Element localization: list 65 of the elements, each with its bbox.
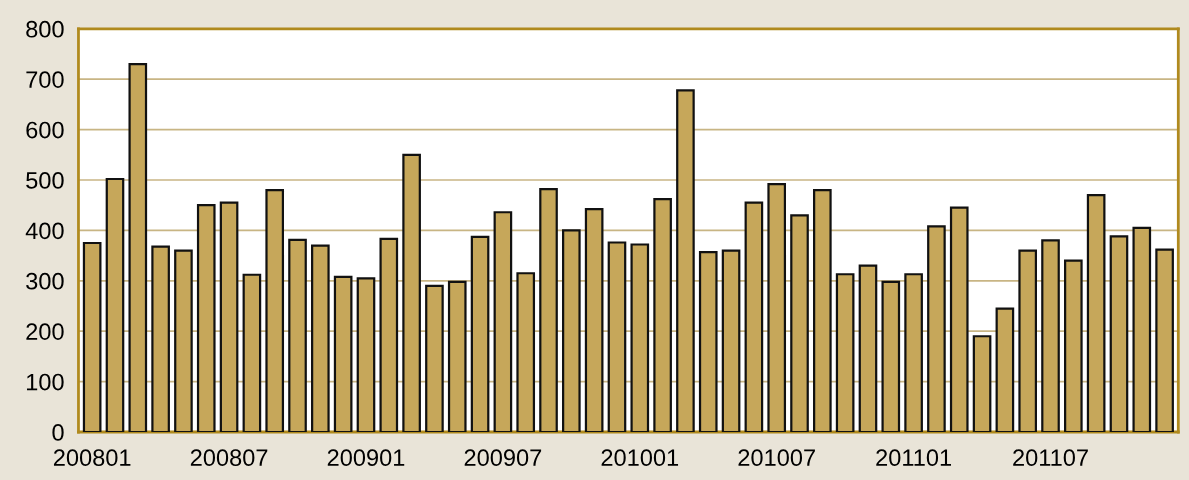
bar bbox=[265, 188, 285, 432]
bar bbox=[744, 201, 764, 432]
bar bbox=[881, 280, 901, 432]
bar bbox=[333, 275, 353, 432]
bar bbox=[767, 182, 787, 432]
y-tick-label: 600 bbox=[26, 121, 64, 139]
bar bbox=[447, 280, 467, 432]
bar bbox=[813, 188, 832, 432]
bar bbox=[698, 250, 718, 432]
y-tick-label: 400 bbox=[25, 222, 64, 240]
bar bbox=[539, 187, 558, 432]
bar bbox=[1018, 249, 1038, 432]
bar bbox=[607, 241, 627, 432]
bar bbox=[311, 244, 330, 432]
bar bbox=[995, 307, 1015, 432]
y-tick-label: 100 bbox=[27, 373, 64, 391]
y-tick-label: 300 bbox=[26, 272, 64, 290]
bar bbox=[1086, 194, 1106, 432]
bar bbox=[128, 62, 148, 432]
y-tick-label: 200 bbox=[26, 323, 64, 340]
bar bbox=[721, 249, 741, 432]
x-tick-label: 201101 bbox=[876, 449, 951, 467]
bar bbox=[470, 235, 490, 432]
bar bbox=[1041, 239, 1060, 432]
bar bbox=[82, 241, 102, 432]
bar bbox=[835, 273, 855, 432]
bar bbox=[972, 335, 992, 432]
y-tick-label: 700 bbox=[26, 71, 64, 88]
y-tick-label: 800 bbox=[26, 20, 64, 38]
bar bbox=[379, 237, 399, 432]
bar bbox=[516, 272, 536, 432]
bar bbox=[219, 201, 239, 432]
bar bbox=[927, 225, 946, 432]
bar bbox=[904, 273, 923, 432]
bar bbox=[1132, 226, 1152, 432]
bar bbox=[1155, 248, 1174, 432]
bar bbox=[356, 277, 376, 432]
bar bbox=[676, 89, 695, 432]
x-tick-label: 200801 bbox=[53, 449, 131, 467]
bar bbox=[151, 245, 170, 432]
bar bbox=[858, 264, 878, 432]
x-tick-label: 201007 bbox=[738, 449, 815, 467]
bar bbox=[1064, 259, 1083, 432]
bar bbox=[242, 273, 262, 432]
x-tick-label: 200901 bbox=[327, 449, 405, 467]
x-tick-label: 200907 bbox=[464, 449, 542, 467]
x-tick-label: 201001 bbox=[601, 449, 679, 467]
y-tick-label: 0 bbox=[52, 424, 64, 441]
bar bbox=[584, 208, 604, 432]
bar bbox=[630, 243, 650, 432]
bar bbox=[653, 198, 672, 432]
x-tick-label: 201107 bbox=[1013, 449, 1088, 467]
bar bbox=[790, 214, 809, 432]
bar bbox=[425, 284, 444, 432]
y-tick-label: 500 bbox=[26, 172, 64, 189]
bar bbox=[402, 153, 421, 432]
bar bbox=[1109, 235, 1129, 432]
bar bbox=[493, 211, 513, 432]
bar bbox=[562, 229, 581, 432]
bar bbox=[196, 204, 216, 432]
x-tick-label: 200807 bbox=[190, 449, 268, 467]
bar bbox=[288, 238, 307, 432]
bar bbox=[105, 177, 125, 432]
bar bbox=[949, 206, 969, 432]
bar bbox=[174, 249, 193, 432]
